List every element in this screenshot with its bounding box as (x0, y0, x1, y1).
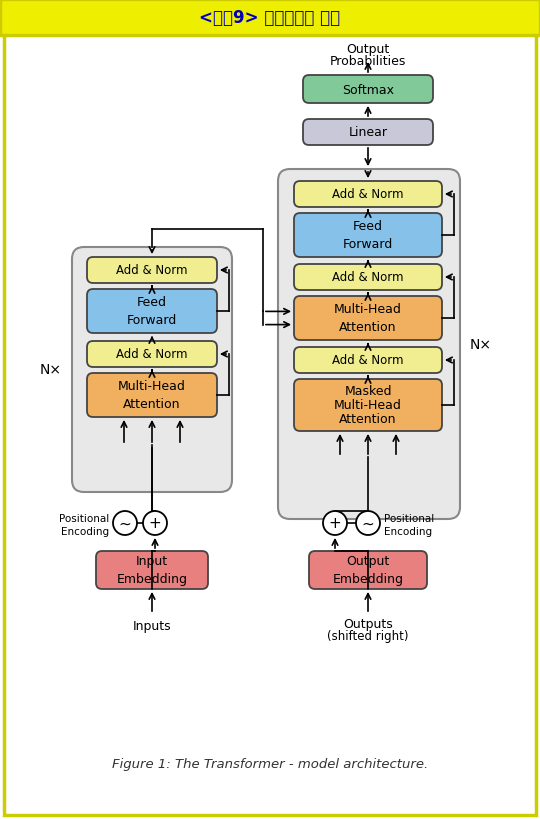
Text: Encoding: Encoding (61, 527, 109, 536)
Text: Linear: Linear (348, 126, 388, 139)
FancyBboxPatch shape (303, 120, 433, 146)
Text: Attention: Attention (339, 413, 397, 426)
Circle shape (143, 511, 167, 536)
Text: Feed: Feed (353, 220, 383, 233)
FancyBboxPatch shape (309, 551, 427, 590)
Bar (0, 0, 540, 36)
Text: +: + (329, 516, 341, 531)
Text: Probabilities: Probabilities (330, 55, 406, 68)
Text: Add & Norm: Add & Norm (116, 265, 188, 277)
Text: Input: Input (136, 554, 168, 568)
Text: Output: Output (346, 43, 390, 56)
Text: N×: N× (470, 337, 492, 351)
Bar (0, 0, 540, 36)
FancyBboxPatch shape (87, 342, 217, 368)
Text: Attention: Attention (339, 321, 397, 334)
Text: Attention: Attention (123, 398, 181, 411)
Text: Forward: Forward (343, 238, 393, 251)
FancyBboxPatch shape (303, 76, 433, 104)
Text: ~: ~ (362, 516, 374, 531)
Text: Masked: Masked (345, 385, 391, 398)
FancyBboxPatch shape (294, 214, 442, 258)
Text: <그림9> 트랜스포머 구조: <그림9> 트랜스포머 구조 (199, 9, 341, 27)
FancyBboxPatch shape (87, 373, 217, 418)
Text: +: + (148, 516, 161, 531)
Text: Add & Norm: Add & Norm (332, 271, 404, 284)
FancyBboxPatch shape (72, 247, 232, 492)
FancyBboxPatch shape (278, 170, 460, 519)
Text: Multi-Head: Multi-Head (118, 380, 186, 393)
Text: Embedding: Embedding (117, 572, 187, 586)
Text: Add & Norm: Add & Norm (332, 188, 404, 201)
FancyBboxPatch shape (96, 551, 208, 590)
Text: Output: Output (346, 554, 390, 568)
Text: Multi-Head: Multi-Head (334, 399, 402, 412)
Circle shape (356, 511, 380, 536)
Text: Softmax: Softmax (342, 84, 394, 97)
FancyBboxPatch shape (294, 379, 442, 432)
FancyBboxPatch shape (87, 290, 217, 333)
Text: Positional: Positional (384, 514, 434, 523)
Text: Outputs: Outputs (343, 618, 393, 631)
Text: Multi-Head: Multi-Head (334, 303, 402, 316)
Text: Embedding: Embedding (333, 572, 403, 586)
FancyBboxPatch shape (294, 182, 442, 208)
Circle shape (113, 511, 137, 536)
Text: Figure 1: The Transformer - model architecture.: Figure 1: The Transformer - model archit… (112, 758, 428, 771)
FancyBboxPatch shape (294, 265, 442, 291)
Text: Inputs: Inputs (133, 619, 171, 632)
FancyBboxPatch shape (294, 296, 442, 341)
Text: N×: N× (40, 363, 62, 377)
FancyBboxPatch shape (294, 347, 442, 373)
Text: Add & Norm: Add & Norm (332, 354, 404, 367)
Circle shape (323, 511, 347, 536)
Text: Add & Norm: Add & Norm (116, 348, 188, 361)
Text: Feed: Feed (137, 296, 167, 309)
Text: (shifted right): (shifted right) (327, 629, 409, 642)
FancyBboxPatch shape (87, 258, 217, 283)
Text: Forward: Forward (127, 314, 177, 327)
Text: ~: ~ (119, 516, 131, 531)
Text: Positional: Positional (59, 514, 109, 523)
Text: Encoding: Encoding (384, 527, 432, 536)
